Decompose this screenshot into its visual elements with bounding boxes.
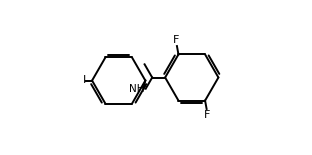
Text: NH: NH [129, 84, 144, 94]
Text: F: F [173, 35, 180, 45]
Text: F: F [204, 110, 210, 120]
Text: I: I [82, 75, 86, 85]
